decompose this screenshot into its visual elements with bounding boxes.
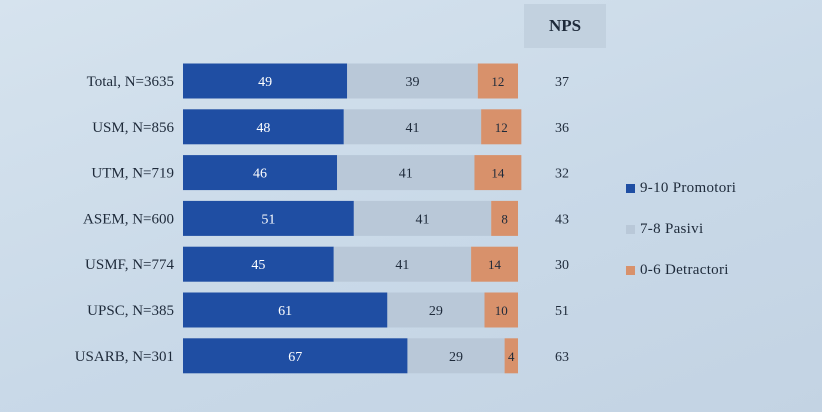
bar-segment [347, 63, 478, 99]
bar-segment [407, 338, 505, 374]
nps-value: 43 [555, 212, 569, 227]
bar-segment [183, 63, 348, 99]
bar-segment [353, 200, 492, 236]
bar-value-label: 48 [256, 121, 270, 136]
bar-segment [183, 155, 338, 191]
legend-swatch [626, 184, 635, 193]
bar-segment [337, 155, 475, 191]
nps-value: 51 [555, 304, 569, 319]
bar-segment [477, 63, 518, 99]
category-label: USARB, N=301 [75, 349, 174, 365]
bar-value-label: 41 [395, 258, 409, 273]
category-label: ASEM, N=600 [83, 211, 174, 227]
bar-value-label: 29 [449, 350, 463, 365]
nps-value: 30 [555, 258, 569, 273]
bar-value-label: 45 [251, 258, 265, 273]
bar-segment [491, 200, 518, 236]
bar-segment [504, 338, 518, 374]
bar-value-label: 12 [495, 120, 508, 135]
category-label: Total, N=3635 [87, 74, 174, 90]
legend-item: 9-10 Promotori [626, 168, 736, 209]
legend-item: 7-8 Pasivi [626, 209, 736, 250]
nps-value: 32 [555, 167, 569, 182]
bar-value-label: 8 [501, 211, 508, 226]
bar-segment [471, 246, 518, 282]
bar-segment [333, 246, 472, 282]
legend-swatch [626, 225, 635, 234]
bar-value-label: 14 [491, 166, 505, 181]
bar-value-label: 41 [405, 121, 419, 136]
bar-segment [183, 246, 334, 282]
bar-value-label: 61 [278, 304, 292, 319]
legend-label: 7-8 Pasivi [640, 221, 704, 237]
nps-value: 36 [555, 121, 569, 136]
bar-segment [183, 109, 344, 145]
nps-value: 37 [555, 75, 569, 90]
bar-value-label: 10 [495, 303, 508, 318]
bar-value-label: 51 [261, 212, 275, 227]
bar-segment [481, 109, 522, 145]
bar-segment [183, 292, 388, 328]
legend-swatch [626, 266, 635, 275]
bar-segment [474, 155, 522, 191]
bar-value-label: 29 [429, 304, 443, 319]
bar-segment [484, 292, 518, 328]
bar-value-label: 46 [253, 167, 267, 182]
category-label: UPSC, N=385 [87, 303, 174, 319]
bar-segment [183, 338, 408, 374]
bar-segment [343, 109, 482, 145]
bar-value-label: 41 [399, 167, 413, 182]
nps-header: NPS [524, 4, 606, 48]
bar-value-label: 49 [258, 75, 272, 90]
legend-item: 0-6 Detractori [626, 250, 736, 291]
category-label: UTM, N=719 [91, 166, 174, 182]
bar-value-label: 4 [508, 349, 515, 364]
bar-value-label: 12 [491, 74, 504, 89]
bar-value-label: 39 [405, 75, 419, 90]
bar-value-label: 14 [488, 257, 502, 272]
bar-value-label: 41 [416, 212, 430, 227]
bar-segment [183, 200, 354, 236]
bar-segment [387, 292, 485, 328]
legend: 9-10 Promotori 7-8 Pasivi 0-6 Detractori [626, 168, 736, 291]
category-label: USM, N=856 [92, 120, 174, 136]
nps-value: 63 [555, 350, 569, 365]
legend-label: 0-6 Detractori [640, 262, 729, 278]
legend-label: 9-10 Promotori [640, 180, 737, 196]
category-label: USMF, N=774 [85, 257, 174, 273]
bar-value-label: 67 [288, 350, 302, 365]
